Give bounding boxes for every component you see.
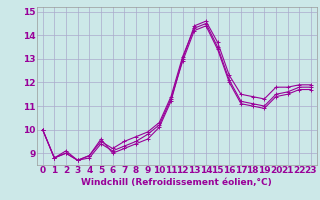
- X-axis label: Windchill (Refroidissement éolien,°C): Windchill (Refroidissement éolien,°C): [81, 178, 272, 187]
